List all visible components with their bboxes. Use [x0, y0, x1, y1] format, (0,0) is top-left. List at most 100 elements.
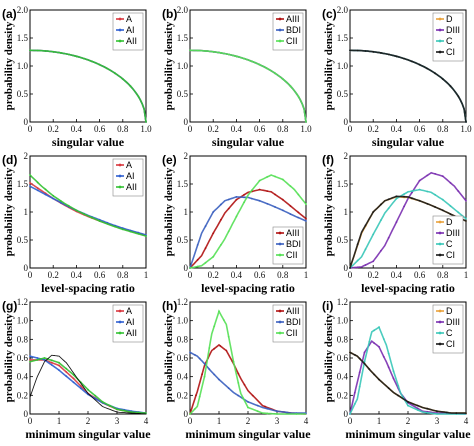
legend-marker — [438, 220, 442, 224]
data-point-ai — [52, 197, 55, 200]
y-tick-label: 0.8 — [337, 334, 349, 344]
data-point-aii — [145, 235, 147, 238]
data-point-bdi — [220, 203, 222, 206]
data-point-cii — [297, 95, 300, 98]
data-point-diii — [373, 342, 376, 344]
data-point-aii — [145, 121, 147, 123]
y-tick-label: 0 — [184, 409, 189, 419]
data-point-ai — [50, 364, 53, 366]
legend-label: A — [126, 14, 132, 24]
data-point-bdi — [251, 197, 253, 200]
legend-marker — [438, 231, 442, 235]
data-point-ci — [387, 387, 390, 390]
data-point-aiii — [235, 198, 238, 201]
series-line-ci — [350, 49, 467, 123]
x-axis-label: level-spacing ratio — [201, 281, 295, 295]
data-point-aii — [67, 53, 70, 56]
legend-marker — [118, 28, 122, 32]
legend-marker — [438, 17, 442, 21]
data-point-c — [378, 326, 380, 329]
data-point-ci — [349, 351, 351, 354]
y-tick-label: 1.5 — [177, 33, 189, 43]
data-point-diii — [353, 391, 356, 394]
data-point-cii — [281, 178, 284, 181]
data-point-aii — [91, 60, 93, 63]
data-point-ai — [58, 369, 60, 371]
legend-marker — [278, 309, 282, 313]
y-tick-label: 0.6 — [17, 353, 29, 363]
x-tick-label: 0 — [348, 416, 353, 426]
legend-label: CII — [286, 36, 298, 46]
legend-label: AII — [126, 328, 137, 338]
legend-marker — [438, 28, 442, 32]
legend-label: D — [446, 217, 453, 227]
data-point-ci — [426, 67, 429, 70]
legend-marker — [118, 39, 122, 43]
y-tick-label: 0.5 — [17, 89, 29, 99]
legend-label: AI — [126, 171, 135, 181]
data-point-aii — [108, 404, 111, 407]
data-point-cii — [266, 412, 269, 415]
x-tick-label: 0 — [348, 270, 353, 280]
data-point-ci — [364, 50, 367, 52]
data-point-bdi — [266, 202, 269, 205]
y-tick-label: 1.5 — [17, 179, 29, 189]
data-point-bdi — [305, 220, 307, 222]
data-point-ci — [465, 220, 467, 222]
data-point-aii — [137, 232, 140, 235]
y-tick-label: 0 — [24, 263, 29, 273]
y-tick-label: 1.5 — [17, 33, 29, 43]
data-point-diii — [387, 236, 390, 239]
data-point-diii — [364, 264, 367, 266]
x-tick-label: 0.4 — [71, 124, 83, 134]
y-axis-label: probability density — [323, 313, 335, 402]
legend-box — [112, 158, 144, 197]
x-tick-label: 1 — [57, 416, 62, 426]
data-point-bdi — [213, 373, 216, 376]
data-point-ci — [411, 197, 413, 200]
series-line-aiii — [189, 188, 307, 269]
data-point-bdi — [276, 410, 278, 413]
legend-label: DIII — [446, 317, 460, 327]
data-point-bdi — [218, 378, 220, 381]
data-point-diii — [441, 175, 444, 178]
data-point-ci — [434, 206, 436, 208]
data-point-ci — [449, 85, 452, 88]
data-point-diii — [457, 190, 460, 193]
data-point-c — [353, 403, 356, 405]
y-axis-label: probability density — [163, 21, 175, 110]
data-point-c — [426, 190, 429, 193]
x-tick-label: 1 — [144, 270, 149, 280]
x-tick-label: 0 — [28, 416, 33, 426]
data-point-a — [29, 182, 31, 184]
data-point-bdi — [212, 211, 215, 213]
data-point-ci — [356, 243, 359, 246]
data-point-a — [65, 371, 68, 373]
data-point-diii — [378, 345, 380, 348]
legend-label: D — [446, 306, 453, 316]
y-tick-label: 1.0 — [337, 61, 349, 71]
legend-label: AIII — [286, 306, 300, 316]
series-line-cii — [189, 309, 306, 415]
data-point-aiii — [266, 190, 269, 193]
x-axis-label: level-spacing ratio — [361, 281, 455, 295]
data-point-ai — [43, 359, 46, 361]
y-tick-label: 1.2 — [177, 297, 188, 307]
data-point-cii — [196, 49, 199, 52]
data-point-aiii — [227, 207, 230, 210]
y-axis-label: probability density — [3, 21, 15, 110]
data-point-bdi — [235, 196, 238, 198]
x-tick-label: 0.4 — [231, 124, 243, 134]
legend-marker — [118, 185, 122, 189]
data-point-cii — [212, 50, 215, 53]
data-point-c — [457, 211, 460, 214]
data-point-bdi — [274, 206, 276, 208]
data-point-aii — [101, 401, 104, 403]
data-point-bdi — [243, 196, 246, 199]
data-point-aii — [75, 55, 78, 58]
data-point-aii — [50, 359, 53, 362]
data-point-bdi — [285, 411, 288, 414]
data-point-aiii — [213, 347, 216, 350]
legend-label: CI — [446, 339, 455, 349]
